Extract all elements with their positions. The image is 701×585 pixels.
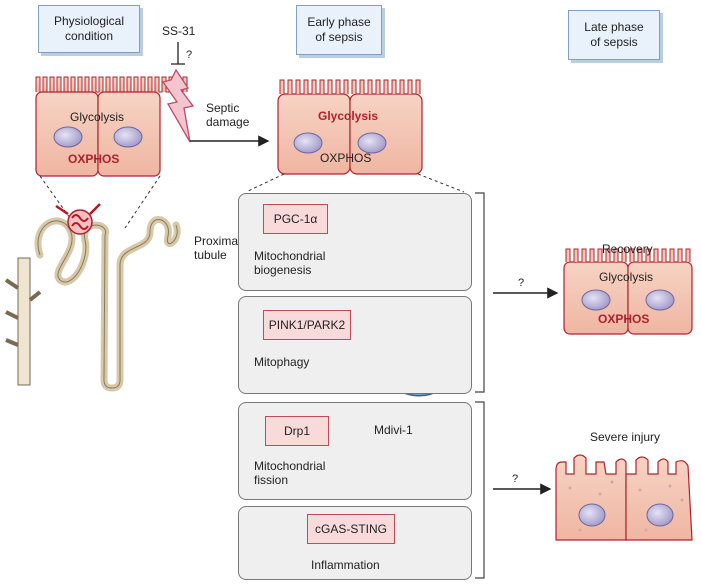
severe-injury-cells xyxy=(555,454,693,541)
process-mitophagy: Mitophagy xyxy=(254,355,310,369)
recovery-oxphos: OXPHOS xyxy=(598,312,650,326)
nephron-illustration xyxy=(4,203,181,392)
process-fission: Mitochondrial fission xyxy=(254,459,326,487)
early-oxphos: OXPHOS xyxy=(320,151,372,165)
marker-pink1-park2: PINK1/PARK2 xyxy=(263,310,351,340)
severe-injury-label: Severe injury xyxy=(590,430,661,444)
process-inflammation: Inflammation xyxy=(311,558,380,572)
early-glycolysis: Glycolysis xyxy=(318,109,379,123)
early-cells xyxy=(277,79,423,175)
ss31-label: SS-31 xyxy=(162,24,196,38)
process-biogenesis: Mitochondrial biogenesis xyxy=(254,249,326,277)
recovery-glycolysis: Glycolysis xyxy=(599,270,654,284)
physio-cells xyxy=(35,76,188,177)
recovery-cells xyxy=(563,248,693,335)
marker-cgas-sting: cGAS-STING xyxy=(307,514,395,544)
ss31-question: ? xyxy=(186,49,193,61)
severe-question: ? xyxy=(512,473,519,485)
header-late-phase: Late phase of sepsis xyxy=(568,10,660,60)
proximal-tubule-label: Proximal tubule xyxy=(194,234,241,262)
header-early-phase: Early phase of sepsis xyxy=(296,5,382,55)
mdivi-label: Mdivi-1 xyxy=(374,423,413,437)
recovery-question: ? xyxy=(518,277,525,289)
marker-pgc1a: PGC-1α xyxy=(263,204,328,234)
recovery-label: Recovery xyxy=(602,242,653,256)
physio-glycolysis: Glycolysis xyxy=(70,110,125,124)
marker-drp1: Drp1 xyxy=(265,416,329,446)
septic-damage-label: Septic damage xyxy=(206,101,250,129)
lightning-bolt-icon xyxy=(161,68,195,143)
header-physiological-condition: Physiological condition xyxy=(38,5,140,53)
physio-oxphos: OXPHOS xyxy=(68,152,120,166)
